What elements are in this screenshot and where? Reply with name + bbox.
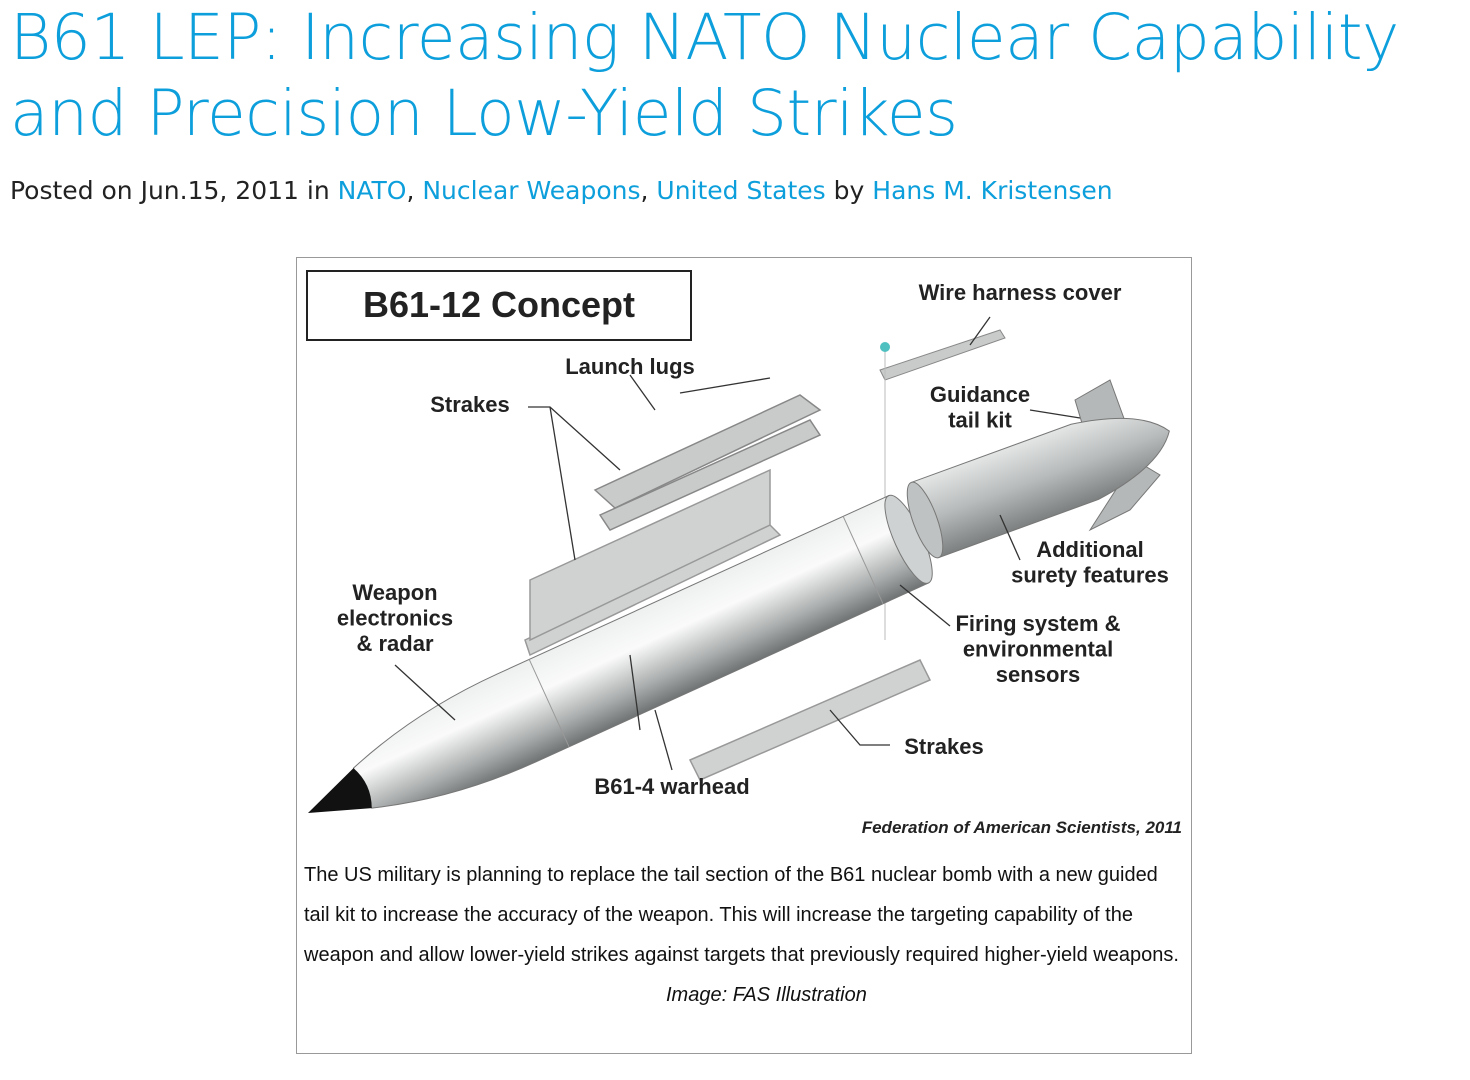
callout-label: environmental bbox=[963, 637, 1113, 662]
callout-label: Strakes bbox=[430, 392, 510, 417]
heading-box bbox=[306, 270, 692, 341]
figure-heading: B61-12 Concept bbox=[363, 284, 635, 325]
callout-label: Wire harness cover bbox=[919, 280, 1122, 305]
callout-label: & radar bbox=[356, 631, 433, 656]
callout-label: B61-4 warhead bbox=[594, 774, 749, 799]
category-link[interactable]: NATO bbox=[337, 176, 407, 205]
pin bbox=[880, 342, 890, 352]
callout-label: Firing system & bbox=[955, 611, 1120, 636]
figure-credit: Federation of American Scientists, 2011 bbox=[862, 818, 1182, 837]
tail-kit bbox=[906, 379, 1170, 559]
strake-lower bbox=[688, 659, 932, 781]
image-credit: Image: FAS Illustration bbox=[666, 984, 867, 1006]
leader-lines bbox=[394, 316, 1081, 771]
strake-upper bbox=[593, 394, 822, 531]
callout-label: Guidance bbox=[930, 382, 1030, 407]
meta-by: by bbox=[833, 176, 865, 205]
callout-label: surety features bbox=[1011, 563, 1169, 588]
wire-harness bbox=[879, 329, 1006, 381]
figure: B61-12 Concept Federation of American Sc… bbox=[296, 257, 1192, 1054]
separator: , bbox=[406, 176, 415, 205]
figure-illustration: B61-12 Concept Federation of American Sc… bbox=[300, 260, 1190, 845]
callout-label: sensors bbox=[996, 662, 1080, 687]
callout-label: Additional bbox=[1036, 537, 1144, 562]
author-link[interactable]: Hans M. Kristensen bbox=[872, 176, 1113, 205]
bomb-body bbox=[308, 494, 933, 813]
post-meta: Posted on Jun.15, 2011 in NATO, Nuclear … bbox=[10, 176, 1113, 205]
callout-label: Strakes bbox=[904, 734, 984, 759]
meta-prefix: Posted on Jun.15, 2011 in bbox=[10, 176, 330, 205]
post-title[interactable]: B61 LEP: Increasing NATO Nuclear Capabil… bbox=[10, 1, 1399, 150]
category-link[interactable]: Nuclear Weapons bbox=[422, 176, 641, 205]
callout-label: tail kit bbox=[948, 408, 1012, 433]
strake-side bbox=[524, 468, 782, 657]
callout-label: electronics bbox=[337, 606, 453, 631]
caption-text: The US military is planning to replace t… bbox=[304, 864, 1179, 966]
separator: , bbox=[640, 176, 649, 205]
callout-label: Weapon bbox=[352, 580, 437, 605]
figure-caption: The US military is planning to replace t… bbox=[304, 855, 1184, 1015]
category-link[interactable]: United States bbox=[656, 176, 826, 205]
callout-label: Launch lugs bbox=[565, 354, 695, 379]
